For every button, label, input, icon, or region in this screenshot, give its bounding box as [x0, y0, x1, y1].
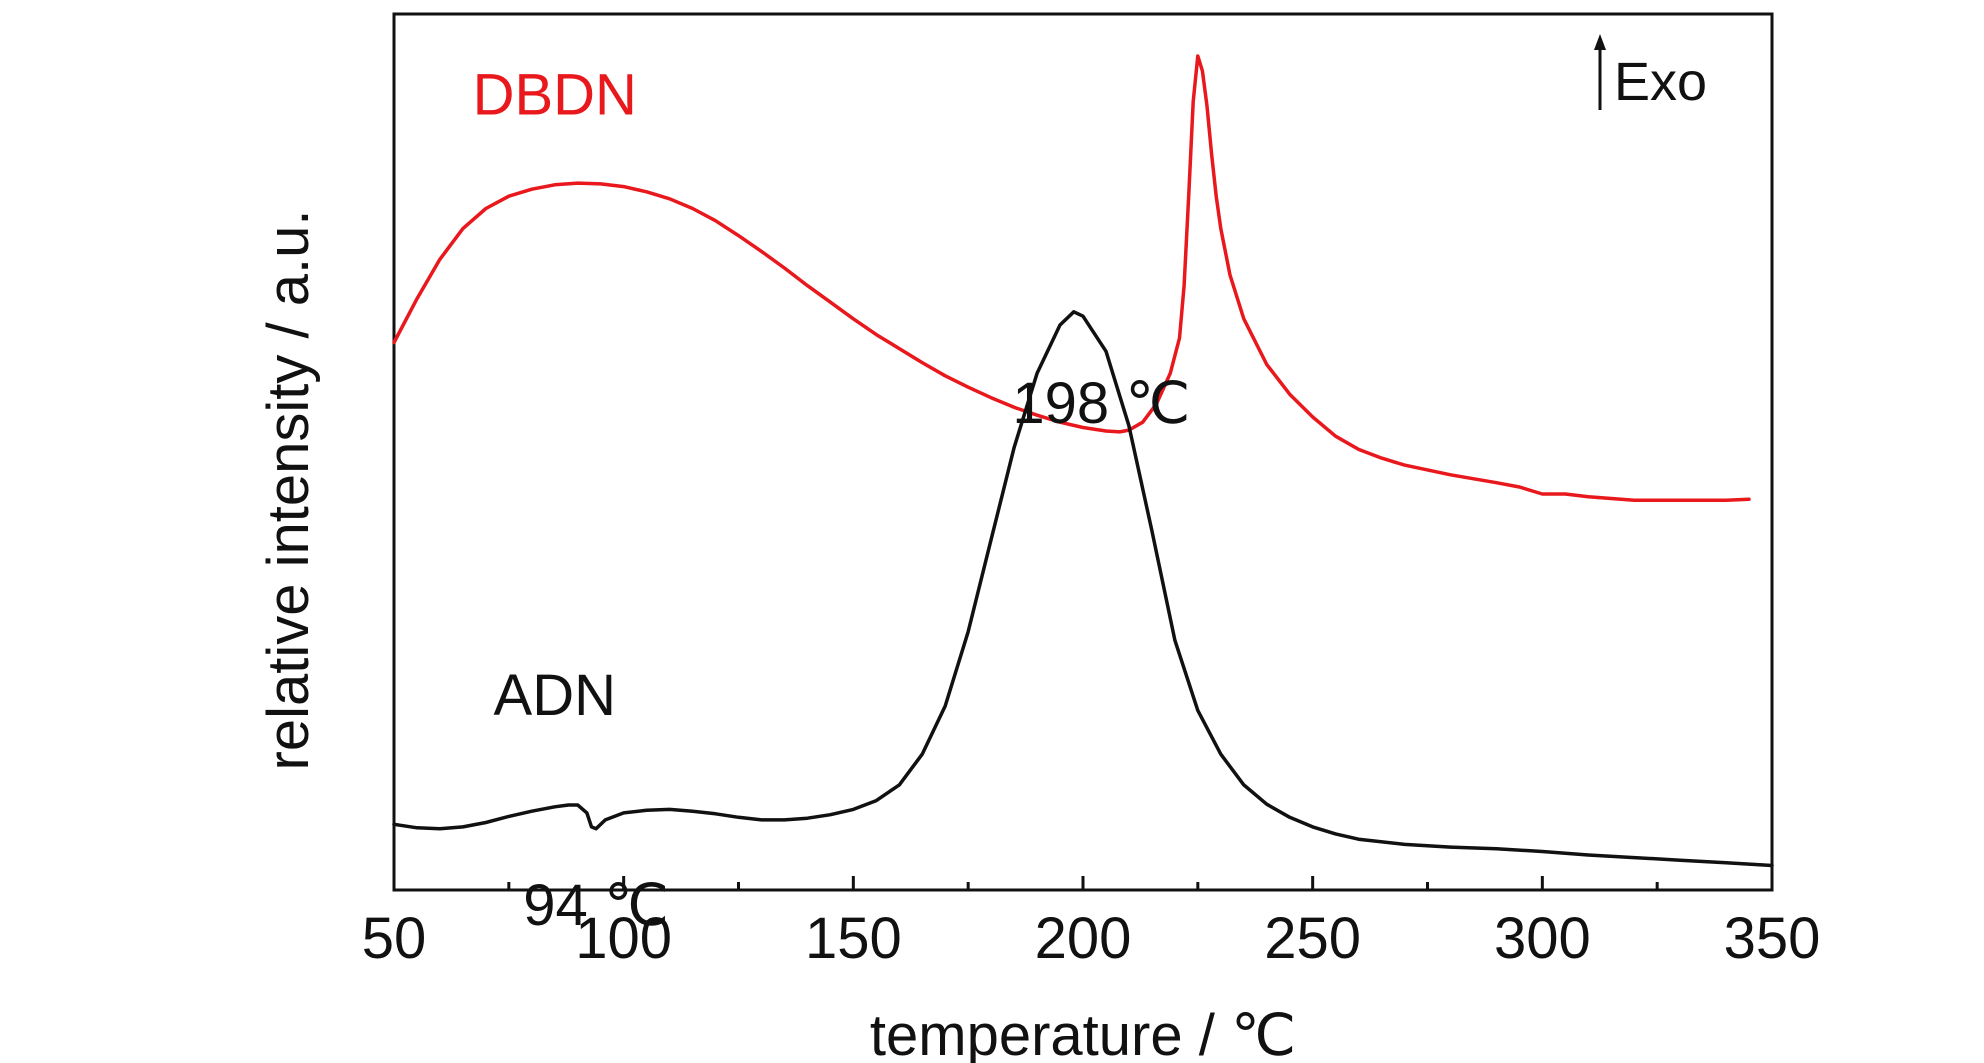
x-axis-label: temperature / ℃ — [870, 1003, 1296, 1063]
plot-frame — [392, 12, 1774, 892]
x-tick-label: 150 — [805, 906, 902, 971]
series-lines — [392, 54, 1774, 868]
x-tick-label: 50 — [362, 906, 427, 971]
annotation-label: 94 ℃ — [523, 873, 669, 938]
x-tick-label: 350 — [1724, 906, 1821, 971]
series-line-dbdn — [392, 54, 1751, 502]
x-axis-ticks — [392, 876, 1774, 890]
x-tick-label: 250 — [1264, 906, 1361, 971]
x-tick-label: 300 — [1494, 906, 1591, 971]
x-tick-label: 100 — [575, 906, 672, 971]
exo-arrow-icon — [1594, 34, 1606, 50]
y-axis-label: relative intensity / a.u. — [256, 210, 321, 771]
annotation-label: ADN — [494, 663, 616, 728]
annotation-label: DBDN — [473, 63, 637, 128]
exo-indicator: Exo — [1594, 34, 1707, 112]
exo-label: Exo — [1614, 52, 1707, 112]
series-line-adn — [392, 310, 1774, 868]
x-tick-label: 200 — [1035, 906, 1132, 971]
x-axis-tick-labels: 50 100 150 200 250 300 350 — [362, 906, 1821, 971]
annotation-label: 198 ℃ — [1012, 371, 1190, 436]
